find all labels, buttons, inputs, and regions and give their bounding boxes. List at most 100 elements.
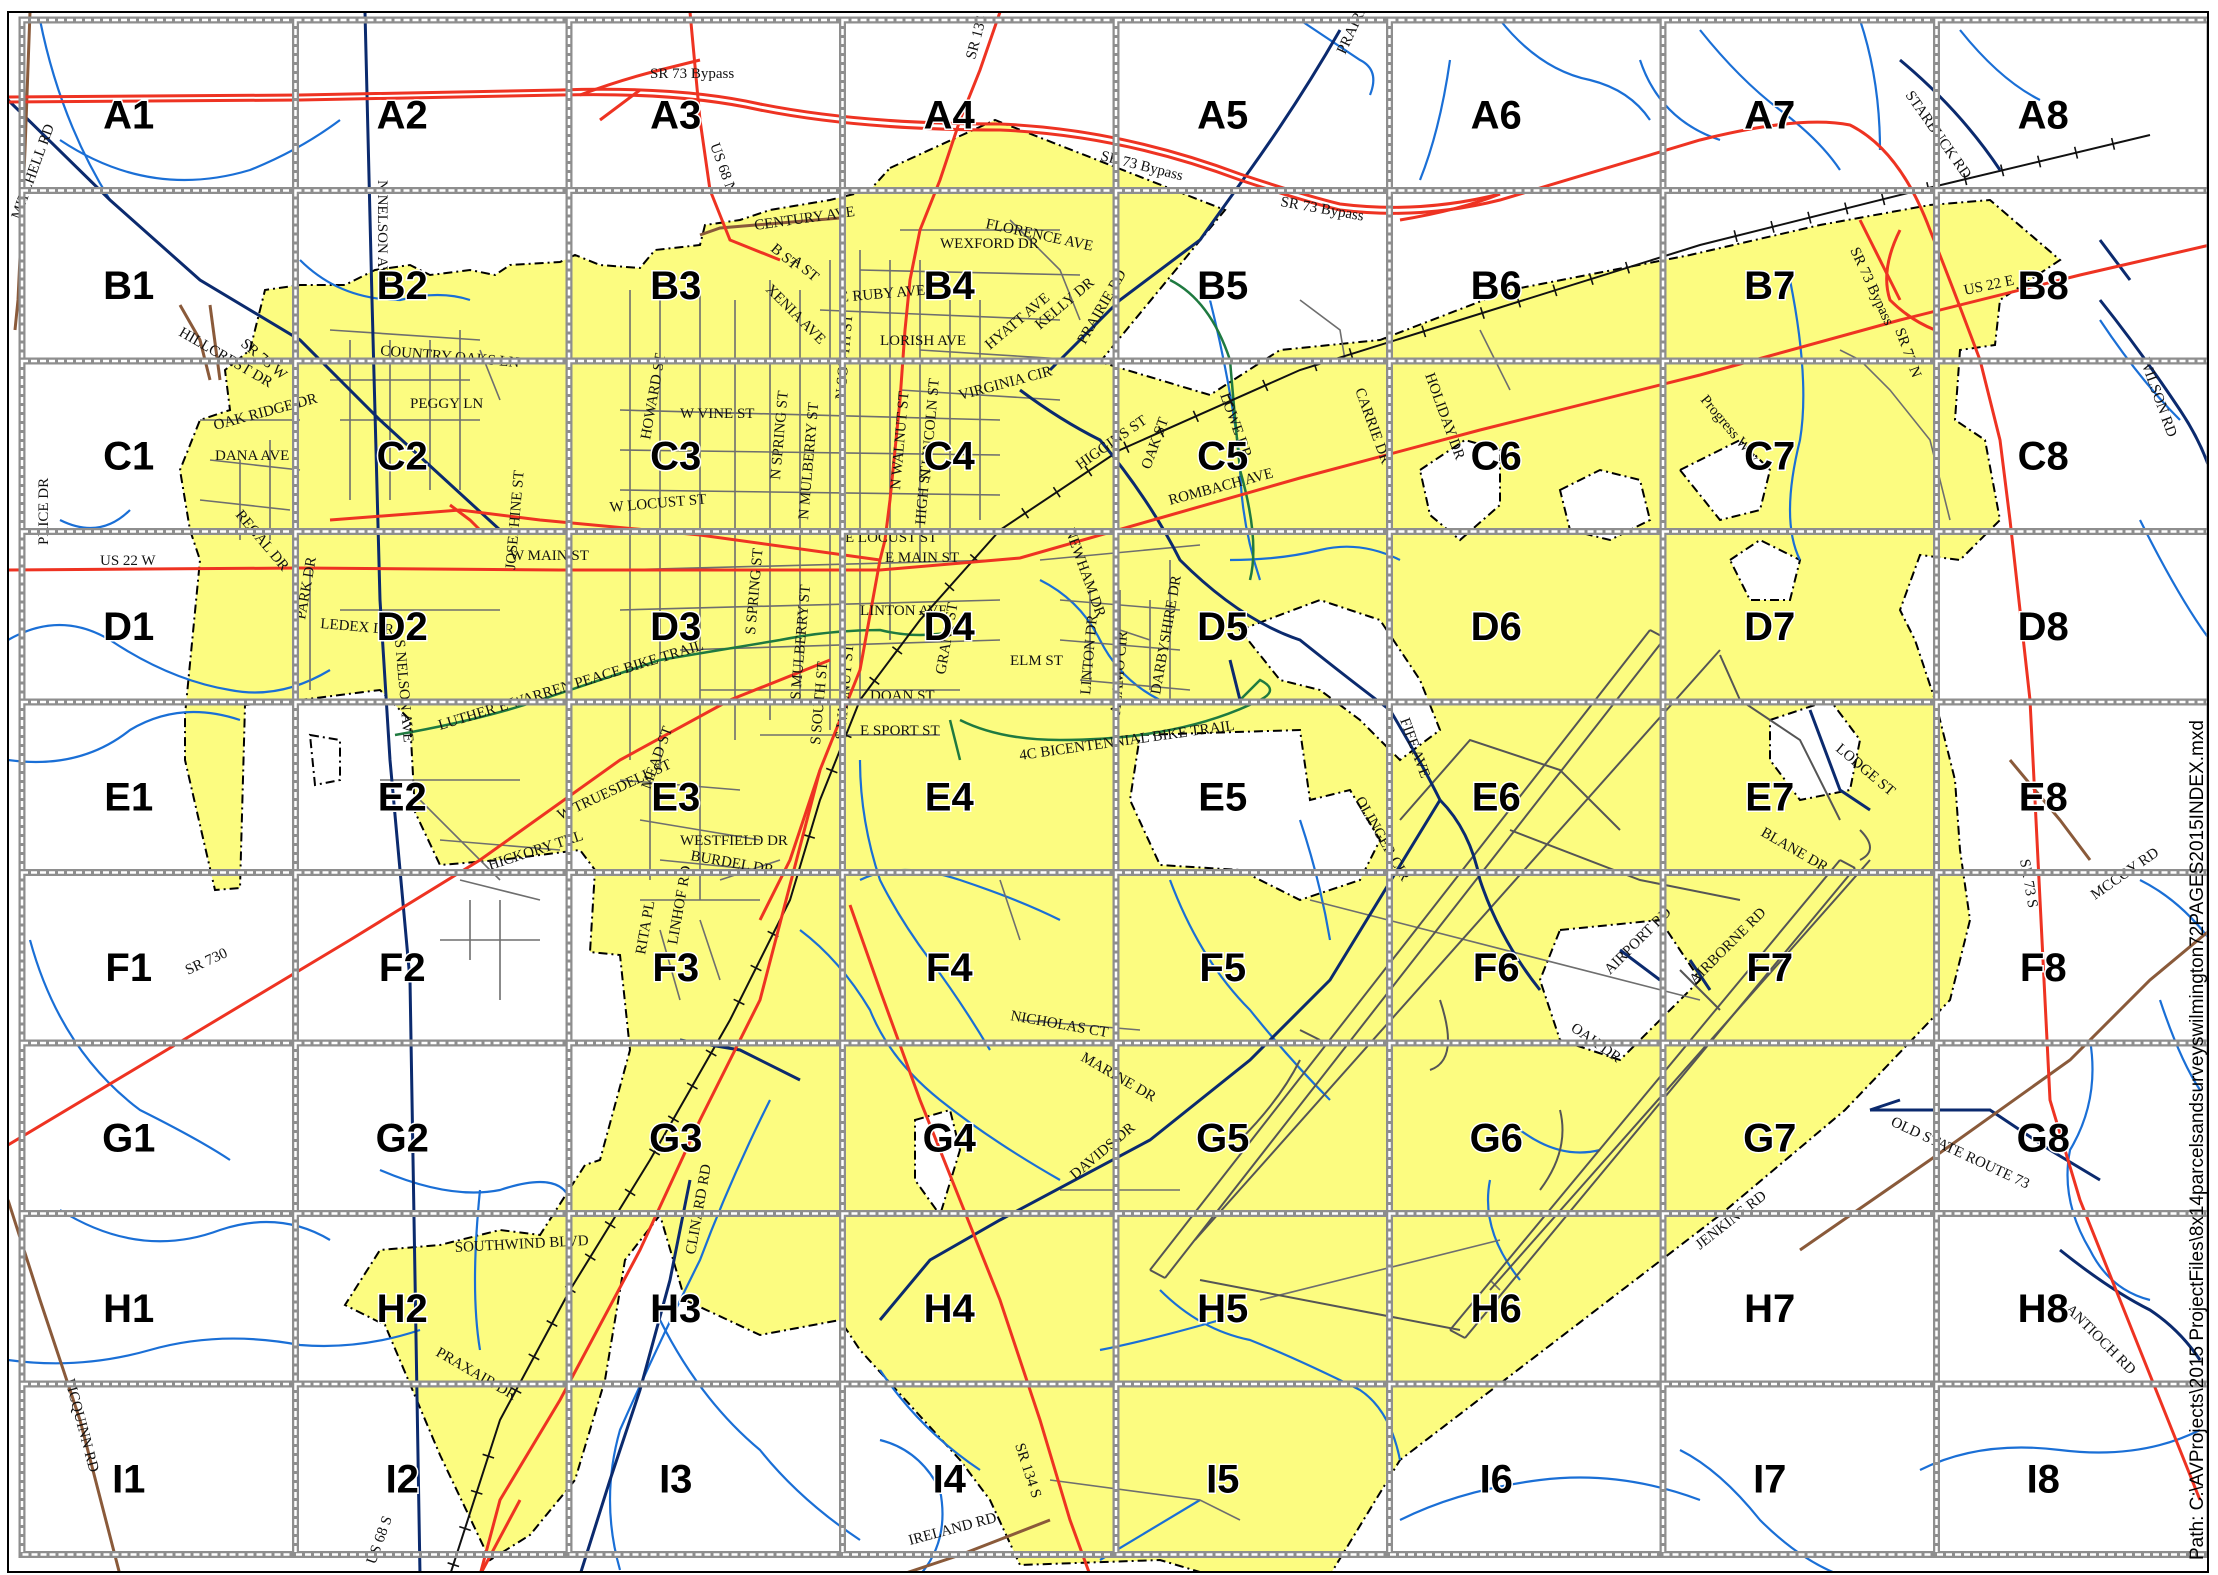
- page-grid: A1 A2 A3 A4 A5 A6 A7 A8 B1 B2 B3 B4 B5 B6 B7 B8 C1 C2 C3 C4…: [18, 16, 2208, 1558]
- grid-page-label-G6[interactable]: G6: [1468, 1115, 1524, 1162]
- grid-page-label-H2[interactable]: H2: [375, 1286, 429, 1333]
- grid-page-label-H8[interactable]: H8: [2016, 1286, 2070, 1333]
- grid-page-label-D8[interactable]: D8: [2016, 604, 2070, 651]
- grid-page-label-H6[interactable]: H6: [1469, 1286, 1523, 1333]
- grid-page-label-C3[interactable]: C3: [649, 433, 703, 480]
- grid-page-label-C5[interactable]: C5: [1196, 433, 1250, 480]
- grid-cell-border: [18, 698, 299, 876]
- grid-page-label-I8[interactable]: I8: [2025, 1456, 2061, 1503]
- grid-cell-border: [1933, 1380, 2208, 1558]
- grid-page-label-E2[interactable]: E2: [376, 774, 428, 821]
- rail-tick: [1123, 441, 1130, 453]
- grid-page-label-D3[interactable]: D3: [649, 604, 703, 651]
- road-label-sr73-bypass-a3: SR 73 Bypass: [650, 66, 734, 82]
- road-label-s-spring-st: S SPRING ST: [743, 548, 766, 636]
- grid-page-label-E6[interactable]: E6: [1470, 774, 1522, 821]
- grid-page-label-A5[interactable]: A5: [1196, 92, 1250, 139]
- grid-cell-inner-line: [1661, 1382, 1938, 1556]
- grid-page-label-E3[interactable]: E3: [650, 774, 702, 821]
- grid-page-label-A7[interactable]: A7: [1743, 92, 1797, 139]
- grid-page-label-F4[interactable]: F4: [924, 945, 974, 992]
- grid-page-label-G7[interactable]: G7: [1742, 1115, 1798, 1162]
- grid-page-label-A6[interactable]: A6: [1469, 92, 1523, 139]
- rail-tick: [667, 1115, 680, 1123]
- grid-page-label-H1[interactable]: H1: [102, 1286, 156, 1333]
- grid-page-label-E8[interactable]: E8: [2017, 774, 2069, 821]
- grid-page-label-B6[interactable]: B6: [1469, 263, 1523, 310]
- grid-page-label-A3[interactable]: A3: [649, 92, 703, 139]
- grid-page-label-G2[interactable]: G2: [374, 1115, 430, 1162]
- grid-page-label-G3[interactable]: G3: [648, 1115, 704, 1162]
- grid-page-label-B3[interactable]: B3: [649, 263, 703, 310]
- grid-cell-inner-line: [1935, 1382, 2208, 1556]
- grid-page-label-F7[interactable]: F7: [1745, 945, 1795, 992]
- grid-page-label-I2[interactable]: I2: [384, 1456, 420, 1503]
- rail-tick: [1021, 507, 1030, 519]
- grid-page-label-G5[interactable]: G5: [1195, 1115, 1251, 1162]
- grid-page-label-F6[interactable]: F6: [1471, 945, 1521, 992]
- grid-page-label-H4[interactable]: H4: [922, 1286, 977, 1333]
- grid-page-label-B4[interactable]: B4: [922, 263, 977, 310]
- grid-page-label-E1[interactable]: E1: [103, 774, 155, 821]
- grid-page-label-F5[interactable]: F5: [1198, 945, 1248, 992]
- grid-page-label-H3[interactable]: H3: [649, 1286, 703, 1333]
- grid-page-label-D1[interactable]: D1: [102, 604, 156, 651]
- grid-page-label-D4[interactable]: D4: [922, 604, 977, 651]
- rail-tick: [944, 582, 955, 592]
- grid-page-label-G4[interactable]: G4: [921, 1115, 978, 1162]
- grid-page-label-I5[interactable]: I5: [1205, 1456, 1241, 1503]
- grid-page-label-B8[interactable]: B8: [2016, 263, 2070, 310]
- unincorporated-pocket: [1128, 728, 1382, 902]
- grid-page-label-C7[interactable]: C7: [1743, 433, 1797, 480]
- grid-page-label-A1[interactable]: A1: [102, 92, 156, 139]
- grid-page-label-H7[interactable]: H7: [1743, 1286, 1797, 1333]
- grid-page-label-A8[interactable]: A8: [2016, 92, 2070, 139]
- grid-page-label-I7[interactable]: I7: [1752, 1456, 1788, 1503]
- road-label-lorish-ave: LORISH AVE: [880, 333, 966, 349]
- grid-cell-inner-line: [1388, 1382, 1665, 1556]
- grid-page-label-H5[interactable]: H5: [1196, 1286, 1250, 1333]
- road-label-sr730: SR 730: [183, 945, 230, 978]
- grid-page-label-C1[interactable]: C1: [102, 433, 156, 480]
- grid-page-label-D7[interactable]: D7: [1743, 604, 1797, 651]
- road-label-us68-s: US 68 S: [364, 1514, 396, 1566]
- grid-page-label-C4[interactable]: C4: [922, 433, 977, 480]
- grid-page-label-I3[interactable]: I3: [658, 1456, 694, 1503]
- grid-page-label-A4[interactable]: A4: [922, 92, 977, 139]
- grid-page-label-B7[interactable]: B7: [1743, 263, 1797, 310]
- rail-tick: [510, 1386, 522, 1394]
- grid-cell-inner-line: [1935, 18, 2208, 192]
- grid-page-label-G8[interactable]: G8: [2015, 1115, 2071, 1162]
- rail-tick: [1770, 220, 1775, 233]
- grid-page-label-I6[interactable]: I6: [1478, 1456, 1514, 1503]
- grid-page-label-I4[interactable]: I4: [931, 1456, 968, 1503]
- grid-page-label-D2[interactable]: D2: [375, 604, 429, 651]
- rail-tick: [1192, 410, 1199, 423]
- grid-page-label-E7[interactable]: E7: [1744, 774, 1796, 821]
- grid-page-label-E4[interactable]: E4: [923, 774, 976, 821]
- grid-page-label-C8[interactable]: C8: [2016, 433, 2070, 480]
- grid-page-label-F3[interactable]: F3: [651, 945, 701, 992]
- grid-page-label-E5[interactable]: E5: [1197, 774, 1249, 821]
- grid-page-label-D5[interactable]: D5: [1196, 604, 1250, 651]
- grid-page-label-F8[interactable]: F8: [2018, 945, 2068, 992]
- grid-page-label-F2[interactable]: F2: [377, 945, 427, 992]
- grid-page-label-G1[interactable]: G1: [101, 1115, 157, 1162]
- unincorporated-pocket: [1728, 538, 1802, 601]
- grid-page-label-A2[interactable]: A2: [375, 92, 429, 139]
- grid-page-label-C6[interactable]: C6: [1469, 433, 1523, 480]
- grid-cell-border: [292, 869, 573, 1047]
- grid-page-label-B5[interactable]: B5: [1196, 263, 1250, 310]
- rail-tick: [482, 1453, 495, 1459]
- grid-page-label-C2[interactable]: C2: [375, 433, 429, 480]
- road-label-prairie-rd-a5: PRAIRIE RD: [1334, 0, 1384, 57]
- grid-page-label-B1[interactable]: B1: [102, 263, 156, 310]
- grid-page-label-I1[interactable]: I1: [111, 1456, 147, 1503]
- grid-page-label-D6[interactable]: D6: [1469, 604, 1523, 651]
- rail-tick: [528, 1353, 540, 1361]
- rail-tick: [546, 1319, 558, 1328]
- grid-page-label-F1[interactable]: F1: [104, 945, 154, 992]
- unincorporated-pocket: [308, 733, 341, 787]
- rail-tick: [1052, 486, 1061, 498]
- grid-page-label-B2[interactable]: B2: [375, 263, 429, 310]
